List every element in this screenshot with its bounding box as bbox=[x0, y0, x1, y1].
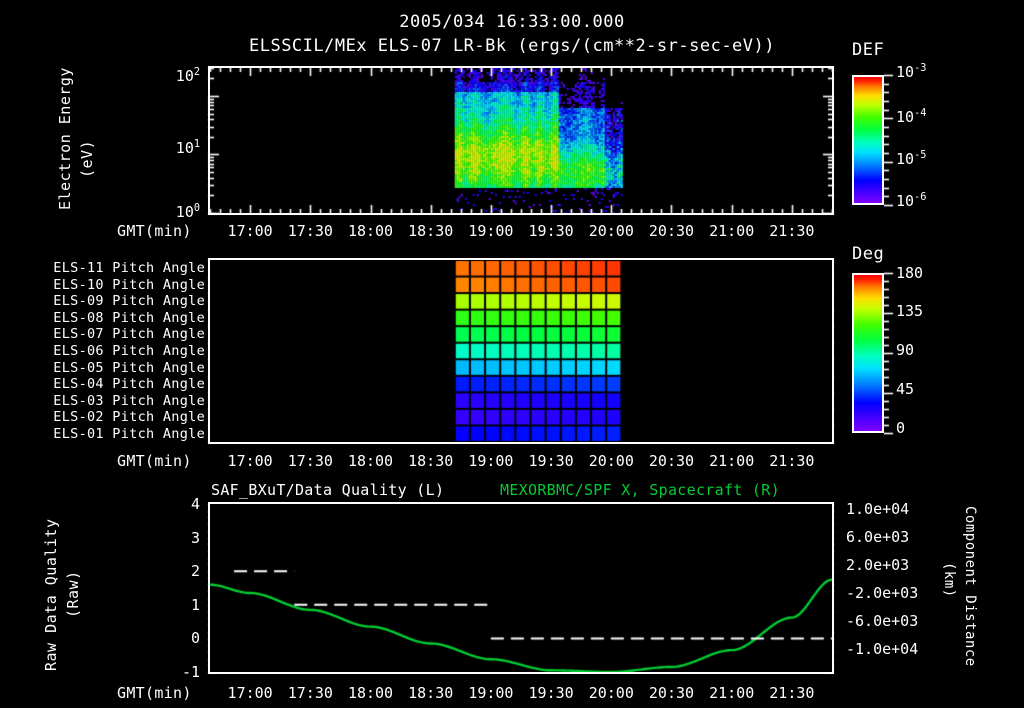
p1-xtick-2030: 20:30 bbox=[648, 222, 695, 240]
p3-xtick-1900: 19:00 bbox=[468, 684, 514, 702]
p3-xtick-1800: 18:00 bbox=[347, 684, 394, 702]
panel2-colorbar-tick-135: 135 bbox=[896, 302, 924, 320]
panel3-ytick-right-0: 1.0e+04 bbox=[846, 500, 910, 518]
panel3-ylabel-left-unit: (Raw) bbox=[64, 570, 82, 618]
panel2-row-label-els-08: ELS-08 Pitch Angle bbox=[53, 309, 205, 326]
panel1-colorbar-title: DEF bbox=[852, 40, 885, 60]
panel3-ytick-left-1: 1 bbox=[190, 595, 200, 614]
panel3-ytick-right-3: -2.0e+03 bbox=[846, 584, 919, 602]
panel1-ytick-1: 100 bbox=[175, 203, 200, 221]
panel2-colorbar-tick-0: 0 bbox=[896, 419, 906, 437]
p1-xtick-2130: 21:30 bbox=[769, 222, 815, 240]
panel1-ytick-100: 102 bbox=[175, 67, 200, 85]
panel1-colorbar-tick-1e-4: 10-4 bbox=[896, 108, 927, 126]
panel2-row-label-els-05: ELS-05 Pitch Angle bbox=[53, 359, 205, 376]
p1-xtick-1930: 19:30 bbox=[528, 222, 574, 240]
panel3-ytick-right-1: 6.0e+03 bbox=[846, 528, 910, 546]
data-quality-canvas bbox=[210, 504, 832, 672]
panel2-colorbar-ticks bbox=[884, 271, 896, 435]
p3-xtick-2030: 20:30 bbox=[648, 684, 695, 702]
p3-xtick-1730: 17:30 bbox=[287, 684, 333, 702]
panel1-ylabel: Electron Energy bbox=[56, 67, 74, 210]
panel3-ylabel-right-unit: (km) bbox=[941, 562, 957, 598]
panel2-row-label-els-06: ELS-06 Pitch Angle bbox=[53, 343, 205, 359]
panel2-row-label-els-03: ELS-03 Pitch Angle bbox=[53, 392, 205, 409]
p3-xtick-2000: 20:00 bbox=[588, 684, 634, 702]
panel2-row-label-els-07: ELS-07 Pitch Angle bbox=[53, 326, 205, 343]
panel1-colorbar-tick-1e-6: 10-6 bbox=[896, 192, 927, 210]
p1-xtick-1700: 17:00 bbox=[227, 222, 273, 240]
panel3-ytick-left-2: 2 bbox=[190, 562, 200, 581]
panel3-ytick-left-neg1: -1 bbox=[181, 663, 200, 681]
panel3-title-left: SAF_BXuT/Data Quality (L) bbox=[211, 481, 445, 499]
page-title-timestamp: 2005/034 16:33:00.000 bbox=[399, 12, 625, 32]
p1-xtick-1830: 18:30 bbox=[408, 222, 454, 240]
panel2-row-label-els-11: ELS-11 Pitch Angle bbox=[53, 260, 205, 277]
panel1-xaxis-label: GMT(min) bbox=[117, 222, 192, 240]
p3-xtick-1830: 18:30 bbox=[408, 684, 454, 702]
panel3-ytick-left-4: 4 bbox=[190, 495, 200, 513]
p2-xtick-1730: 17:30 bbox=[287, 452, 333, 470]
panel3-xaxis-label: GMT(min) bbox=[117, 684, 192, 702]
panel1-ytick-10: 101 bbox=[175, 139, 200, 157]
spectrogram-canvas bbox=[210, 68, 832, 213]
p2-xtick-2100: 21:00 bbox=[709, 452, 755, 470]
p3-xtick-1930: 19:30 bbox=[528, 684, 574, 702]
pitch-angle-panel[interactable] bbox=[208, 258, 834, 444]
p3-xtick-1700: 17:00 bbox=[227, 684, 273, 702]
panel2-colorbar-tick-180: 180 bbox=[896, 264, 924, 282]
p2-xtick-2030: 20:30 bbox=[648, 452, 695, 470]
panel3-ytick-left-3: 3 bbox=[190, 528, 200, 547]
panel2-row-label-els-04: ELS-04 Pitch Angle bbox=[53, 376, 205, 393]
p3-xtick-2100: 21:00 bbox=[709, 684, 755, 702]
panel3-ytick-right-4: -6.0e+03 bbox=[846, 612, 919, 630]
panel1-colorbar bbox=[852, 75, 884, 205]
spectrogram-panel[interactable] bbox=[208, 66, 834, 215]
panel3-ytick-right-5: -1.0e+04 bbox=[846, 640, 919, 658]
p2-xtick-1800: 18:00 bbox=[347, 452, 394, 470]
p2-xtick-1900: 19:00 bbox=[468, 452, 514, 470]
panel2-row-label-els-10: ELS-10 Pitch Angle bbox=[53, 276, 205, 293]
panel3-title-right: MEXORBMC/SPF X, Spacecraft (R) bbox=[500, 481, 780, 499]
p1-xtick-1730: 17:30 bbox=[287, 222, 333, 240]
panel2-row-label-els-01: ELS-01 Pitch Angle bbox=[53, 425, 205, 442]
p1-xtick-2100: 21:00 bbox=[709, 222, 755, 240]
panel2-xaxis-label: GMT(min) bbox=[117, 452, 192, 470]
panel3-ytick-left-0: 0 bbox=[190, 629, 200, 648]
panel2-colorbar-tick-90: 90 bbox=[896, 341, 915, 359]
panel3-ytick-right-2: 2.0e+03 bbox=[846, 556, 910, 574]
data-quality-panel[interactable] bbox=[208, 502, 834, 674]
panel2-colorbar-title: Deg bbox=[852, 244, 885, 264]
p2-xtick-2130: 21:30 bbox=[769, 452, 815, 470]
p3-xtick-2130: 21:30 bbox=[769, 684, 815, 702]
pitch-angle-canvas bbox=[210, 260, 832, 442]
panel3-ylabel-right: Component Distance bbox=[962, 506, 978, 667]
p2-xtick-1830: 18:30 bbox=[408, 452, 454, 470]
p1-xtick-1900: 19:00 bbox=[468, 222, 514, 240]
panel1-colorbar-ticks bbox=[884, 73, 896, 207]
panel3-ylabel-left: Raw Data Quality bbox=[42, 518, 60, 672]
panel2-colorbar bbox=[852, 273, 884, 433]
p2-xtick-1700: 17:00 bbox=[227, 452, 273, 470]
panel2-row-label-els-02: ELS-02 Pitch Angle bbox=[53, 409, 205, 426]
p2-xtick-1930: 19:30 bbox=[528, 452, 574, 470]
panel1-colorbar-tick-1e-3: 10-3 bbox=[896, 63, 927, 81]
panel1-ylabel-unit: (eV) bbox=[78, 139, 96, 178]
p1-xtick-2000: 20:00 bbox=[588, 222, 634, 240]
panel2-row-label-els-09: ELS-09 Pitch Angle bbox=[53, 293, 205, 310]
panel2-colorbar-tick-45: 45 bbox=[896, 380, 915, 398]
panel1-colorbar-tick-1e-5: 10-5 bbox=[896, 150, 927, 168]
p2-xtick-2000: 20:00 bbox=[588, 452, 634, 470]
p1-xtick-1800: 18:00 bbox=[347, 222, 394, 240]
